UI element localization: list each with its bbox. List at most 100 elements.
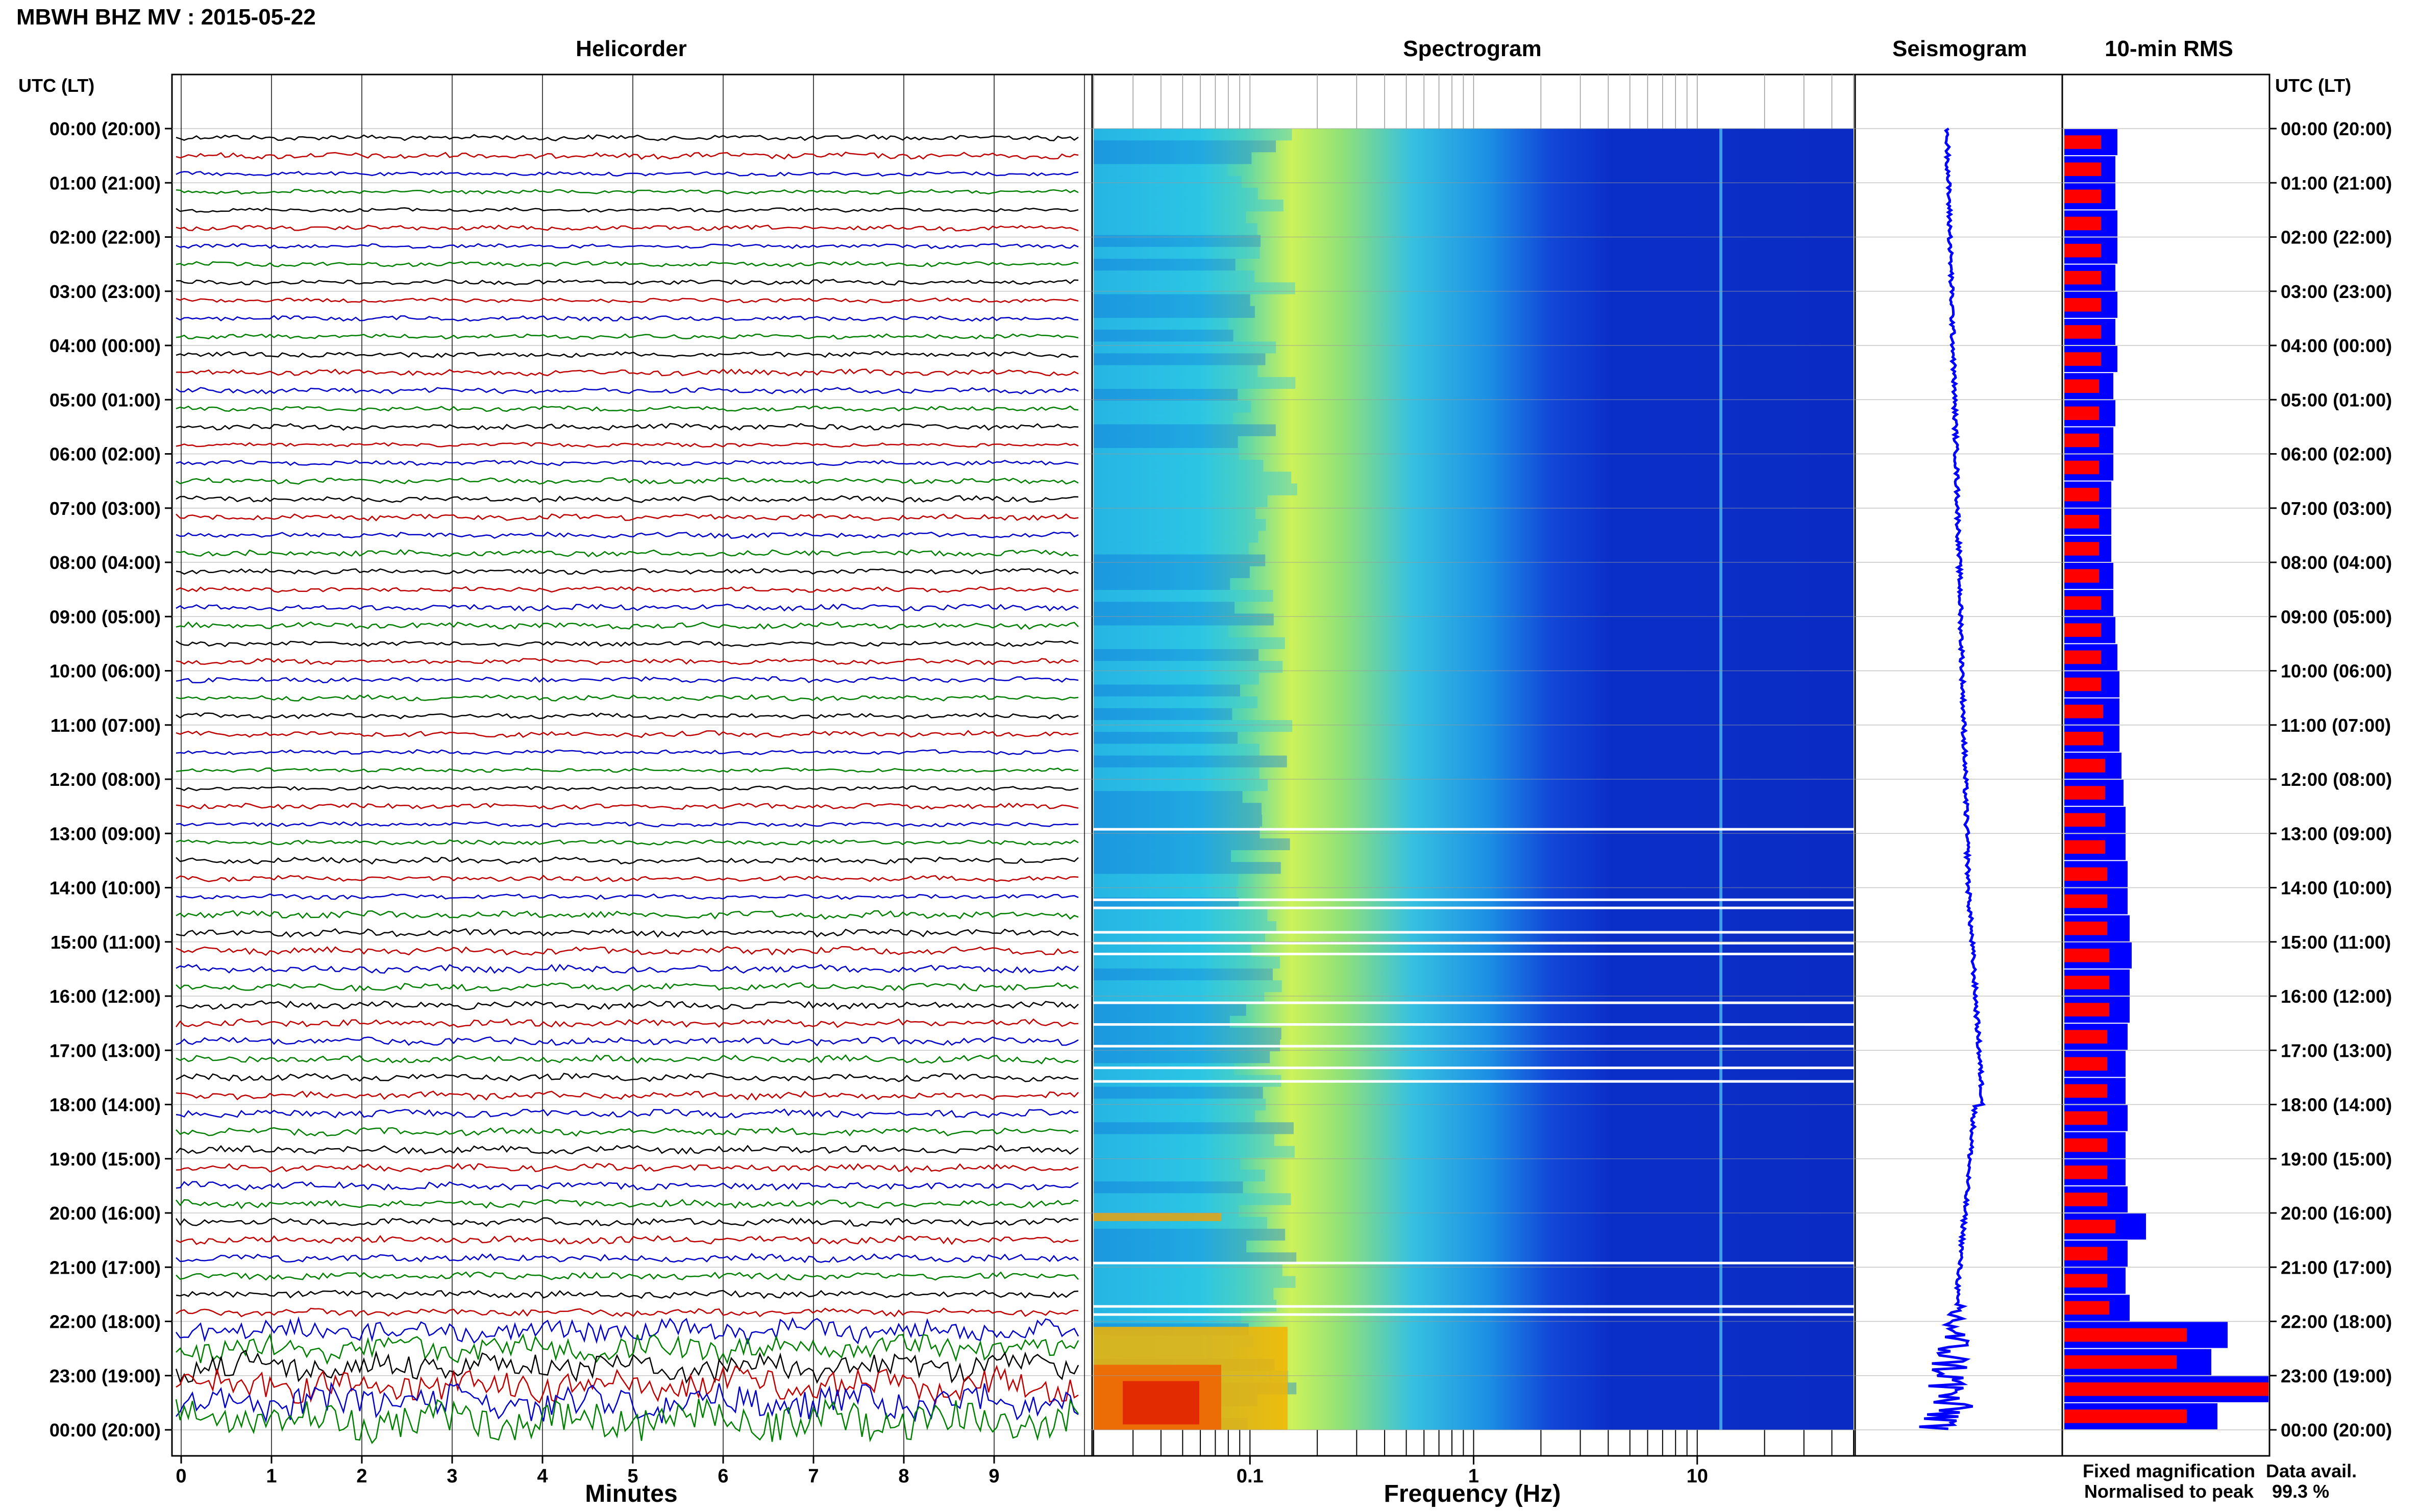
figure-title: MBWH BHZ MV : 2015-05-22	[16, 5, 316, 30]
spectrogram-band	[1094, 956, 1280, 969]
spectrogram-band	[1094, 554, 1266, 566]
time-label-right: 02:00 (22:00)	[2281, 227, 2392, 248]
helicorder-trace	[176, 1253, 1079, 1263]
spectrogram-gap	[1094, 1305, 1854, 1308]
spectrogram-gap	[1094, 1001, 1854, 1004]
rms-normalised-bar	[2064, 1003, 2109, 1017]
time-label-left: 04:00 (00:00)	[50, 335, 161, 356]
spectrogram-band	[1094, 246, 1260, 259]
time-label-left: 21:00 (17:00)	[50, 1257, 161, 1278]
time-label-right: 17:00 (13:00)	[2281, 1040, 2392, 1061]
time-label-right: 20:00 (16:00)	[2281, 1203, 2392, 1224]
spectrogram-gap	[1094, 1080, 1854, 1083]
helicorder-trace	[176, 549, 1079, 558]
spectrogram-band	[1094, 306, 1255, 318]
helicorder-trace	[176, 1054, 1079, 1064]
helicorder-trace	[176, 785, 1079, 791]
time-label-left: 00:00 (20:00)	[50, 118, 161, 139]
rms-normalised-bar	[2064, 189, 2101, 204]
minute-tick-label: 3	[447, 1466, 457, 1487]
rms-normalised-bar	[2064, 623, 2101, 637]
time-label-left: 11:00 (07:00)	[51, 715, 161, 736]
time-label-right: 14:00 (10:00)	[2281, 878, 2392, 899]
time-label-right: 21:00 (17:00)	[2281, 1257, 2392, 1278]
rms-normalised-bar	[2064, 921, 2107, 935]
spectrogram-band	[1094, 259, 1236, 271]
spectrogram-burst-peak	[1123, 1381, 1199, 1425]
spectrogram-band	[1094, 1086, 1263, 1099]
spectrogram-band	[1094, 1241, 1247, 1253]
spectrogram-band	[1094, 1228, 1286, 1241]
time-label-left: 15:00 (11:00)	[51, 932, 161, 953]
time-label-right: 16:00 (12:00)	[2281, 986, 2392, 1007]
helicorder-trace	[176, 1108, 1079, 1119]
rms-title: 10-min RMS	[2105, 36, 2233, 61]
spectrogram-band	[1094, 625, 1228, 637]
helicorder-trace	[175, 1398, 1079, 1445]
helicorder-trace	[176, 1090, 1079, 1101]
time-axis-header-right: UTC (LT)	[2275, 75, 2351, 96]
spectrogram-band	[1094, 1157, 1241, 1170]
spectrogram-band	[1094, 590, 1273, 602]
time-label-right: 23:00 (19:00)	[2281, 1366, 2392, 1386]
time-label-left: 17:00 (13:00)	[50, 1040, 161, 1061]
spectrogram-band	[1094, 791, 1243, 803]
spectrogram-band	[1094, 412, 1233, 425]
helicorder-trace	[176, 1145, 1079, 1155]
spectrogram-band	[1094, 968, 1273, 981]
spectrogram-band	[1094, 1264, 1282, 1276]
spectrogram-band	[1094, 850, 1231, 862]
spectrogram-band	[1094, 921, 1277, 933]
seismogram-title: Seismogram	[1892, 36, 2027, 61]
helicorder-trace	[176, 1199, 1079, 1209]
spectrogram-overlay	[1093, 75, 1854, 1456]
time-label-left: 13:00 (09:00)	[50, 823, 161, 844]
helicorder-trace	[175, 1350, 1079, 1384]
spectrogram-band	[1094, 708, 1232, 721]
minute-tick-label: 1	[266, 1466, 277, 1487]
minute-tick-label: 5	[627, 1466, 638, 1487]
rms-normalised-bar	[2064, 1409, 2187, 1423]
time-label-right: 06:00 (02:00)	[2281, 444, 2392, 465]
spectrogram-band	[1094, 602, 1235, 614]
spectrogram-band	[1094, 495, 1268, 507]
spectrogram-title: Spectrogram	[1403, 36, 1541, 61]
spectrogram-band	[1094, 531, 1258, 543]
time-label-right: 03:00 (23:00)	[2281, 281, 2392, 302]
spectrogram-band	[1094, 838, 1290, 851]
spectrogram-band	[1094, 684, 1240, 697]
rms-normalised-bar	[2064, 786, 2105, 800]
spectrogram-gap	[1094, 931, 1854, 934]
spectrogram-band	[1094, 1170, 1265, 1182]
rms-normalised-bar	[2064, 1382, 2268, 1396]
time-label-right: 01:00 (21:00)	[2281, 172, 2392, 193]
helicorder-trace	[176, 928, 1079, 938]
helicorder-trace	[176, 387, 1079, 394]
time-label-right: 08:00 (04:00)	[2281, 552, 2392, 573]
helicorder-trace	[176, 513, 1079, 522]
spectrogram-band	[1094, 472, 1292, 484]
spectrogram-gap	[1094, 1261, 1854, 1265]
rms-normalised-bar	[2064, 460, 2099, 475]
spectrogram-gap	[1094, 941, 1854, 945]
spectrogram-band	[1094, 637, 1285, 649]
legend-fixed: Fixed magnification	[2083, 1460, 2255, 1481]
helicorder-trace	[176, 802, 1079, 810]
rms-normalised-bar	[2064, 1057, 2107, 1071]
helicorder-trace	[176, 207, 1079, 213]
spectrogram-band	[1094, 460, 1264, 472]
time-label-left: 05:00 (01:00)	[50, 389, 161, 410]
rms-normalised-bar	[2064, 732, 2103, 746]
spectrogram-band	[1094, 542, 1249, 555]
helicorder-trace	[176, 946, 1079, 956]
time-label-right: 00:00 (20:00)	[2281, 118, 2392, 139]
spectrogram-band	[1094, 483, 1297, 495]
minute-tick-label: 7	[808, 1466, 819, 1487]
rms-normalised-bar	[2064, 840, 2105, 854]
rms-normalised-bar	[2064, 1274, 2107, 1288]
spectrogram-band	[1094, 401, 1251, 413]
rms-normalised-bar	[2064, 162, 2101, 176]
spectrogram-band	[1094, 885, 1237, 898]
seismogram-trace	[1919, 127, 1986, 1430]
spectrogram-band	[1094, 294, 1250, 306]
